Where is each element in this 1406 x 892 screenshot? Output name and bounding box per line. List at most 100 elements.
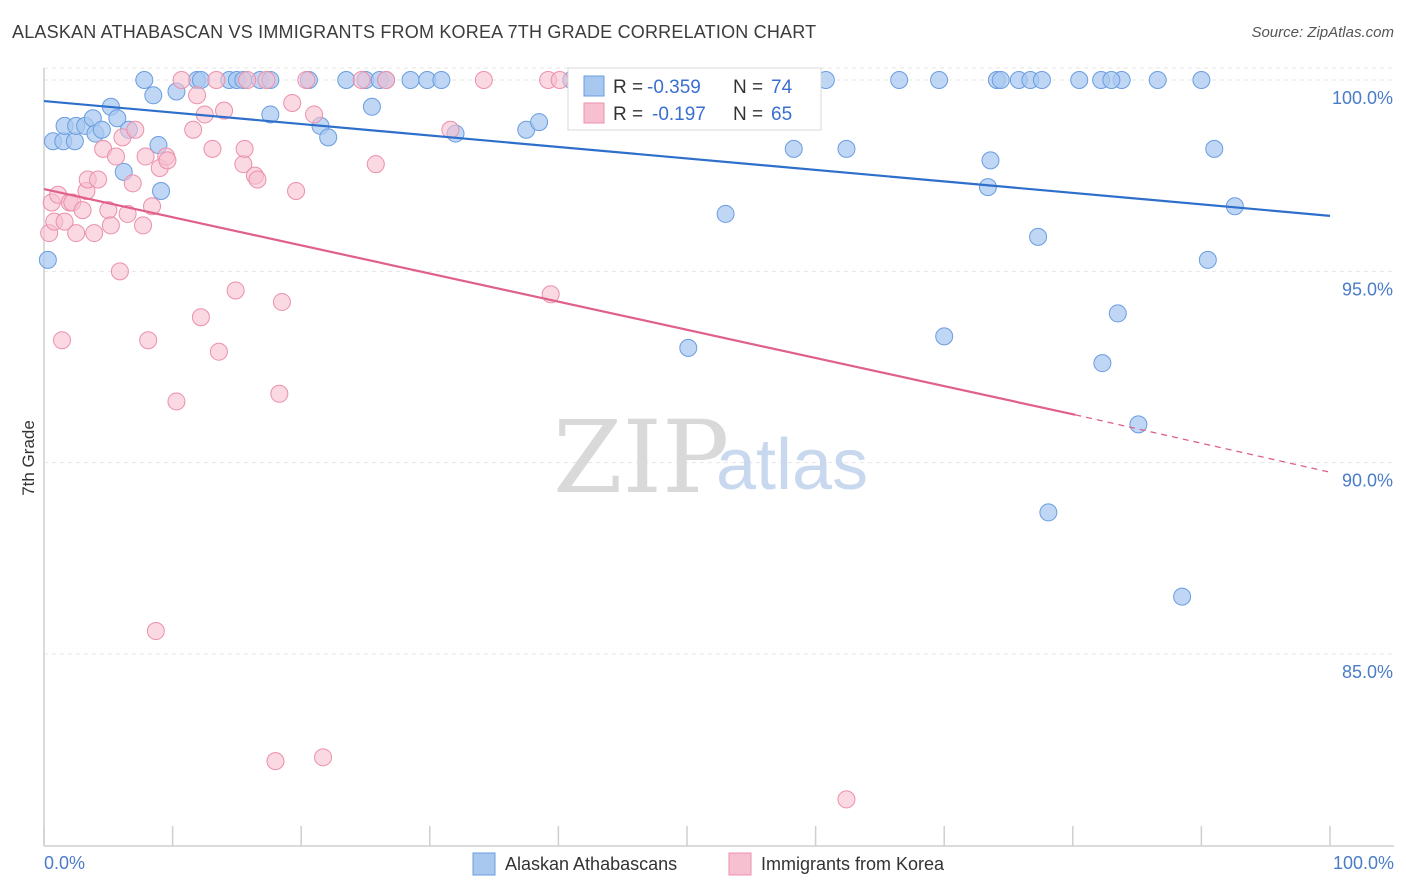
- data-point-athabascan: [319, 128, 338, 147]
- bottom-legend: Alaskan Athabascans Immigrants from Kore…: [472, 852, 945, 876]
- data-point-athabascan: [92, 120, 111, 139]
- legend-n-label-2: N =: [733, 104, 763, 125]
- data-point-korea: [191, 308, 210, 327]
- data-point-korea: [215, 101, 234, 120]
- data-point-athabascan: [679, 338, 698, 357]
- legend-swatch-series1: [583, 75, 605, 97]
- data-point-athabascan: [1039, 503, 1058, 522]
- chart-title: ALASKAN ATHABASCAN VS IMMIGRANTS FROM KO…: [12, 22, 817, 42]
- bottom-legend-swatch-1: [472, 852, 496, 876]
- data-point-korea: [55, 212, 74, 231]
- data-point-korea: [143, 197, 162, 216]
- data-point-korea: [89, 170, 108, 189]
- data-point-korea: [266, 752, 285, 771]
- data-point-athabascan: [337, 71, 356, 89]
- axes: [43, 68, 1394, 847]
- data-point-korea: [188, 86, 207, 105]
- trendline-korea: [43, 187, 1076, 416]
- legend-box-frame: [567, 67, 822, 131]
- data-point-athabascan: [716, 204, 735, 223]
- data-point-athabascan: [1108, 304, 1127, 323]
- data-point-korea: [67, 224, 86, 243]
- data-point-korea: [146, 622, 165, 641]
- trend-lines: [43, 99, 1331, 473]
- data-point-korea: [837, 790, 856, 809]
- data-point-korea: [314, 748, 333, 767]
- x-tick-label-min: 0.0%: [44, 853, 85, 873]
- data-point-korea: [474, 71, 493, 89]
- data-point-korea: [53, 331, 72, 350]
- y-axis-tick-labels: 85.0% 90.0% 95.0% 100.0%: [1332, 88, 1393, 682]
- data-point-korea: [207, 71, 226, 89]
- legend-n-label-1: N =: [733, 77, 763, 98]
- data-point-athabascan: [1093, 354, 1112, 373]
- data-point-korea: [139, 331, 158, 350]
- data-point-korea: [270, 384, 289, 403]
- bottom-legend-swatch-2: [728, 852, 752, 876]
- legend-r-value-1: -0.359: [647, 77, 701, 98]
- data-point-athabascan: [978, 178, 997, 197]
- data-point-korea: [238, 71, 257, 89]
- data-point-athabascan: [981, 151, 1000, 170]
- data-point-korea: [110, 262, 129, 281]
- bottom-legend-label-1: Alaskan Athabascans: [505, 854, 677, 874]
- legend-r-label-2: R =: [613, 104, 643, 125]
- y-tick-label: 100.0%: [1332, 88, 1393, 108]
- data-point-athabascan: [261, 105, 280, 124]
- data-point-korea: [209, 342, 228, 361]
- y-tick-label: 85.0%: [1342, 662, 1393, 682]
- data-point-athabascan: [152, 181, 171, 200]
- data-point-korea: [134, 216, 153, 235]
- data-point-korea: [272, 292, 291, 311]
- legend-n-value-2: 65: [771, 104, 792, 125]
- legend-swatch-series2: [583, 102, 605, 124]
- y-tick-label: 95.0%: [1342, 279, 1393, 299]
- data-point-athabascan: [65, 132, 84, 151]
- data-point-korea: [283, 93, 302, 112]
- data-point-athabascan: [432, 71, 451, 89]
- data-point-athabascan: [1070, 71, 1089, 89]
- bottom-legend-label-2: Immigrants from Korea: [761, 854, 945, 874]
- data-point-athabascan: [191, 71, 210, 89]
- data-point-athabascan: [144, 86, 163, 105]
- legend-box: R = -0.359 N = 74 R = -0.197 N = 65: [567, 67, 822, 131]
- data-point-athabascan: [935, 327, 954, 346]
- chart-source: Source: ZipAtlas.com: [1251, 24, 1394, 41]
- data-point-athabascan: [1032, 71, 1051, 89]
- data-point-korea: [136, 147, 155, 166]
- data-point-korea: [235, 139, 254, 158]
- data-point-athabascan: [38, 250, 57, 269]
- data-point-athabascan: [991, 71, 1010, 89]
- data-point-korea: [366, 155, 385, 174]
- data-point-athabascan: [1198, 250, 1217, 269]
- data-point-korea: [73, 201, 92, 220]
- data-point-korea: [118, 204, 137, 223]
- data-point-korea: [107, 147, 126, 166]
- data-point-korea: [226, 281, 245, 300]
- data-point-korea: [550, 71, 569, 89]
- data-point-athabascan: [1192, 71, 1211, 89]
- data-point-korea: [126, 120, 145, 139]
- data-point-korea: [377, 71, 396, 89]
- x-axis-ticks: [43, 826, 1331, 846]
- trendline-athabascan: [43, 99, 1331, 217]
- data-point-korea: [123, 174, 142, 193]
- watermark-zip: ZIP: [553, 399, 729, 516]
- y-axis-label: 7th Grade: [19, 420, 38, 496]
- y-tick-label: 90.0%: [1342, 471, 1393, 491]
- data-point-korea: [305, 105, 324, 124]
- data-point-korea: [257, 71, 276, 89]
- legend-n-value-1: 74: [771, 77, 793, 98]
- x-tick-label-max: 100.0%: [1333, 853, 1394, 873]
- trendline-korea-extension: [1075, 414, 1331, 473]
- watermark-atlas: atlas: [716, 425, 868, 505]
- data-point-athabascan: [135, 71, 154, 89]
- data-point-athabascan: [1205, 139, 1224, 158]
- data-point-korea: [167, 392, 186, 411]
- data-point-korea: [85, 224, 104, 243]
- data-point-korea: [287, 181, 306, 200]
- data-point-athabascan: [1029, 227, 1048, 246]
- legend-r-label-1: R =: [613, 77, 643, 98]
- data-point-athabascan: [401, 71, 420, 89]
